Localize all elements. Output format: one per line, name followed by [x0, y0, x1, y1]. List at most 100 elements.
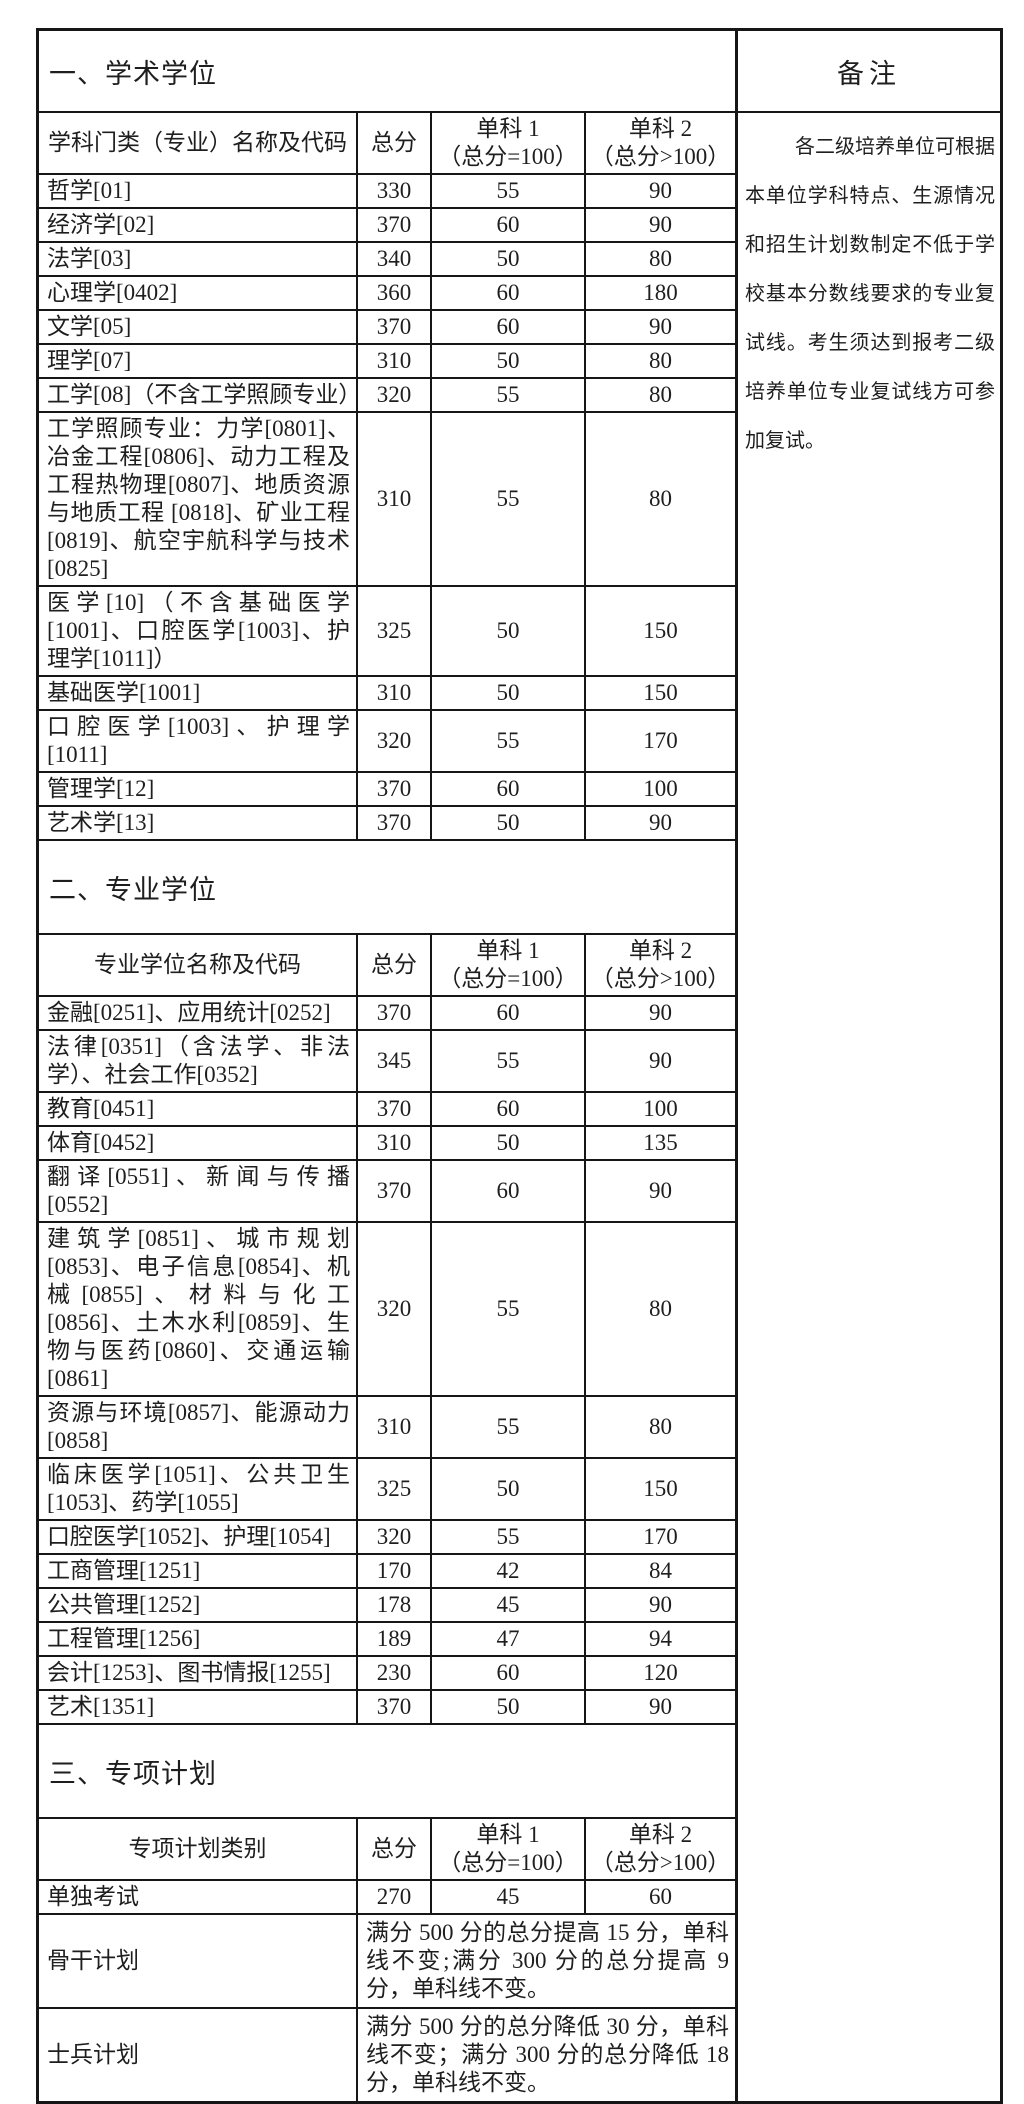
- row-sub2-cell: 80: [584, 411, 735, 587]
- table-row: 体育[0452] 310 50 135: [39, 1125, 735, 1161]
- table-row: 文学[05] 370 60 90: [39, 309, 735, 345]
- row-sub1-cell: 55: [430, 173, 586, 209]
- table-row: 管理学[12] 370 60 100: [39, 771, 735, 807]
- row-total-cell: 178: [356, 1587, 432, 1623]
- row-sub2-cell: 180: [584, 275, 735, 311]
- row-total-cell: 310: [356, 675, 432, 711]
- row-sub2-cell: 100: [584, 771, 735, 807]
- row-sub1-cell: 60: [430, 1091, 586, 1127]
- row-sub1-cell: 60: [430, 995, 586, 1031]
- row-sub1-cell: 55: [430, 1029, 586, 1093]
- row-total-cell: 310: [356, 411, 432, 587]
- row-total-cell: 170: [356, 1553, 432, 1589]
- sub2-scale: （总分>100）: [590, 1850, 731, 1875]
- table-row: 教育[0451] 370 60 100: [39, 1091, 735, 1127]
- row-sub1-cell: 60: [430, 309, 586, 345]
- row-total-cell: 345: [356, 1029, 432, 1093]
- row-total-cell: 310: [356, 343, 432, 379]
- row-sub2-cell: 90: [584, 1159, 735, 1223]
- row-sub2-cell: 150: [584, 675, 735, 711]
- header-total-cell: 总分: [356, 111, 432, 175]
- row-total-cell: 230: [356, 1655, 432, 1691]
- row-total-cell: 370: [356, 207, 432, 243]
- row-total-cell: 325: [356, 585, 432, 677]
- remark-text: 各二级培养单位可根据本单位学科特点、生源情况和招生计划数制定不低于学校基本分数线…: [745, 136, 995, 452]
- row-total-cell: 320: [356, 1221, 432, 1397]
- row-name-cell: 工学照顾专业：力学[0801]、冶金工程[0806]、动力工程及工程热物理[08…: [39, 411, 358, 587]
- row-sub2-cell: 150: [584, 1457, 735, 1521]
- header-name-cell: 学科门类（专业）名称及代码: [39, 111, 358, 175]
- row-name-cell: 艺术学[13]: [39, 805, 358, 841]
- row-sub1-cell: 55: [430, 411, 586, 587]
- row-note-cell: 满分 500 分的总分提高 15 分，单科线不变;满分 300 分的总分提高 9…: [356, 1913, 735, 2009]
- row-name-cell: 经济学[02]: [39, 207, 358, 243]
- row-sub1-cell: 45: [430, 1879, 586, 1915]
- row-sub1-cell: 55: [430, 1221, 586, 1397]
- sub1-title: 单科 1: [476, 116, 540, 141]
- sub1-scale: （总分=100）: [438, 966, 578, 991]
- sub2-title: 单科 2: [628, 116, 693, 141]
- row-sub2-cell: 90: [584, 1029, 735, 1093]
- row-note-cell: 满分 500 分的总分降低 30 分，单科线不变；满分 300 分的总分降低 1…: [356, 2007, 735, 2101]
- row-sub1-cell: 50: [430, 1457, 586, 1521]
- row-sub2-cell: 90: [584, 1689, 735, 1725]
- sub2-scale: （总分>100）: [590, 966, 731, 991]
- table-row: 建筑学[0851]、城市规划[0853]、电子信息[0854]、机械[0855]…: [39, 1221, 735, 1397]
- row-name-cell: 文学[05]: [39, 309, 358, 345]
- row-sub2-cell: 80: [584, 1395, 735, 1459]
- row-total-cell: 325: [356, 1457, 432, 1521]
- row-sub2-cell: 170: [584, 709, 735, 773]
- special-plan-table: 专项计划类别 总分 单科 1 （总分=100） 单科 2 （总分>100） 单独考试…: [39, 1817, 735, 2101]
- row-name-cell: 口腔医学[1003]、护理学[1011]: [39, 709, 358, 773]
- row-sub2-cell: 170: [584, 1519, 735, 1555]
- header-sub2-cell: 单科 2 （总分>100）: [584, 933, 735, 997]
- row-sub1-cell: 50: [430, 805, 586, 841]
- table-row: 资源与环境[0857]、能源动力[0858] 310 55 80: [39, 1395, 735, 1459]
- row-total-cell: 370: [356, 1159, 432, 1223]
- row-name-cell: 体育[0452]: [39, 1125, 358, 1161]
- header-name-cell: 专项计划类别: [39, 1817, 358, 1881]
- table-row: 工程管理[1256] 189 47 94: [39, 1621, 735, 1657]
- row-sub1-cell: 55: [430, 377, 586, 413]
- row-sub2-cell: 135: [584, 1125, 735, 1161]
- table-row: 临床医学[1051]、公共卫生[1053]、药学[1055] 325 50 15…: [39, 1457, 735, 1521]
- row-name-cell: 工商管理[1251]: [39, 1553, 358, 1589]
- table-row: 单独考试 270 45 60: [39, 1879, 735, 1915]
- row-sub1-cell: 60: [430, 1655, 586, 1691]
- table-row: 工学照顾专业：力学[0801]、冶金工程[0806]、动力工程及工程热物理[08…: [39, 411, 735, 587]
- row-sub2-cell: 100: [584, 1091, 735, 1127]
- remark-column: 备注 各二级培养单位可根据本单位学科特点、生源情况和招生计划数制定不低于学校基本…: [735, 31, 1000, 2101]
- row-total-cell: 320: [356, 1519, 432, 1555]
- row-name-cell: 士兵计划: [39, 2007, 358, 2101]
- row-total-cell: 320: [356, 377, 432, 413]
- row-name-cell: 临床医学[1051]、公共卫生[1053]、药学[1055]: [39, 1457, 358, 1521]
- row-sub1-cell: 45: [430, 1587, 586, 1623]
- row-name-cell: 心理学[0402]: [39, 275, 358, 311]
- table-row: 公共管理[1252] 178 45 90: [39, 1587, 735, 1623]
- header-sub2-cell: 单科 2 （总分>100）: [584, 111, 735, 175]
- row-sub2-cell: 120: [584, 1655, 735, 1691]
- table-row: 工学[08]（不含工学照顾专业） 320 55 80: [39, 377, 735, 413]
- row-sub1-cell: 47: [430, 1621, 586, 1657]
- section-title-special-plan: 三、专项计划: [49, 1758, 217, 1789]
- row-name-cell: 教育[0451]: [39, 1091, 358, 1127]
- table-row: 工商管理[1251] 170 42 84: [39, 1553, 735, 1589]
- row-name-cell: 哲学[01]: [39, 173, 358, 209]
- table-header-row: 专项计划类别 总分 单科 1 （总分=100） 单科 2 （总分>100）: [39, 1817, 735, 1881]
- sub2-scale: （总分>100）: [590, 144, 731, 169]
- row-name-cell: 单独考试: [39, 1879, 358, 1915]
- table-row: 理学[07] 310 50 80: [39, 343, 735, 379]
- row-sub1-cell: 55: [430, 709, 586, 773]
- sub2-title: 单科 2: [628, 1822, 693, 1847]
- row-name-cell: 翻译[0551]、新闻与传播[0552]: [39, 1159, 358, 1223]
- row-name-cell: 法学[03]: [39, 241, 358, 277]
- row-name-cell: 金融[0251]、应用统计[0252]: [39, 995, 358, 1031]
- row-total-cell: 370: [356, 771, 432, 807]
- row-total-cell: 189: [356, 1621, 432, 1657]
- row-sub2-cell: 80: [584, 377, 735, 413]
- row-name-cell: 管理学[12]: [39, 771, 358, 807]
- row-sub1-cell: 50: [430, 675, 586, 711]
- row-name-cell: 医学[10]（不含基础医学[1001]、口腔医学[1003]、护理学[1011]…: [39, 585, 358, 677]
- remark-title: 备注: [738, 31, 1000, 113]
- row-sub1-cell: 42: [430, 1553, 586, 1589]
